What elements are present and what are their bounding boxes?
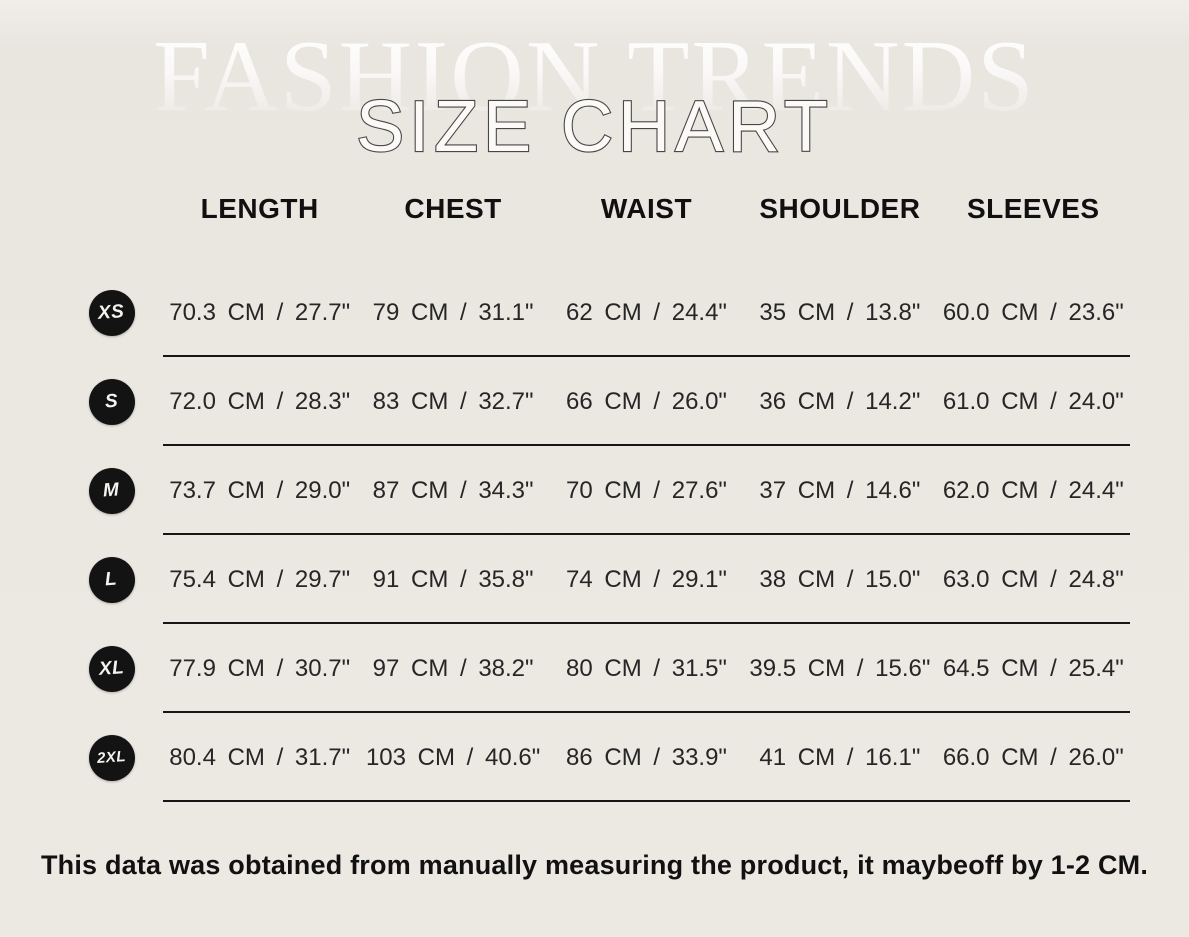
measurement-cell-shoulder: 38 CM / 15.0" [759,565,921,593]
measurement-cell-length: 73.7 CM / 29.0" [169,476,351,504]
size-badge-cell: M [60,467,163,514]
measurement-cell-waist: 74 CM / 29.1" [566,565,727,593]
size-badge-label: M [102,479,121,502]
column-header-sleeves: SLEEVES [966,193,1100,224]
size-badge-cell: 2XL [60,734,163,781]
size-badge-cell: XS [60,289,163,336]
table-row-xs: XS 70.3 CM / 27.7" 79 CM / 31.1" 62 CM /… [60,268,1130,357]
page-title: SIZE CHART [355,86,833,168]
size-badge: XL [88,645,135,692]
measurement-cell-chest: 103 CM / 40.6" [365,743,541,771]
measurement-cell-sleeves: 63.0 CM / 24.8" [942,565,1124,593]
measurement-cell-length: 75.4 CM / 29.7" [169,565,351,593]
measurement-cell-length: 72.0 CM / 28.3" [169,387,351,415]
measurement-cell-waist: 70 CM / 27.6" [566,476,727,504]
size-badge: 2XL [88,734,135,781]
measurement-cell-shoulder: 41 CM / 16.1" [759,743,921,771]
column-header-chest: CHEST [404,193,502,224]
measurement-cell-sleeves: 60.0 CM / 23.6" [942,298,1124,326]
size-badge-label: S [104,390,119,413]
table-row-l: L 75.4 CM / 29.7" 91 CM / 35.8" 74 CM / … [60,535,1130,624]
measurement-cell-shoulder: 35 CM / 13.8" [759,298,921,326]
measurement-cell-shoulder: 36 CM / 14.2" [759,387,921,415]
size-badge-label: XS [97,301,126,324]
measurement-cell-chest: 97 CM / 38.2" [372,654,534,682]
size-badge-cell: L [60,556,163,603]
size-badge-cell: S [60,378,163,425]
measurement-cell-length: 80.4 CM / 31.7" [169,743,351,771]
measurement-cell-waist: 62 CM / 24.4" [566,298,727,326]
measurement-cell-sleeves: 64.5 CM / 25.4" [942,654,1124,682]
size-badge: L [88,556,135,603]
measurement-cell-sleeves: 61.0 CM / 24.0" [942,387,1124,415]
table-row-2xl: 2XL 80.4 CM / 31.7" 103 CM / 40.6" 86 CM… [60,713,1130,802]
measurement-cell-shoulder: 39.5 CM / 15.6" [749,654,931,682]
measurement-cell-chest: 91 CM / 35.8" [372,565,534,593]
size-table: LENGTH CHEST WAIST SHOULDER SLEEVES XS 7… [60,185,1130,802]
column-header-shoulder: SHOULDER [759,193,921,224]
measurement-cell-waist: 80 CM / 31.5" [566,654,727,682]
measurement-cell-sleeves: 62.0 CM / 24.4" [942,476,1124,504]
measurement-disclaimer: This data was obtained from manually mea… [40,850,1149,880]
table-row-s: S 72.0 CM / 28.3" 83 CM / 32.7" 66 CM / … [60,357,1130,446]
measurement-cell-length: 70.3 CM / 27.7" [169,298,351,326]
measurement-cell-chest: 87 CM / 34.3" [372,476,534,504]
size-badge: M [88,467,135,514]
measurement-cell-sleeves: 66.0 CM / 26.0" [942,743,1124,771]
size-badge-label: 2XL [96,748,127,767]
size-badge-label: L [104,568,119,591]
measurement-cell-waist: 86 CM / 33.9" [566,743,727,771]
size-badge-label: XL [98,657,125,680]
measurement-cell-chest: 83 CM / 32.7" [372,387,534,415]
column-header-length: LENGTH [200,193,319,224]
measurement-cell-waist: 66 CM / 26.0" [566,387,727,415]
column-header-waist: WAIST [600,193,693,224]
size-badge: S [88,378,135,425]
table-row-m: M 73.7 CM / 29.0" 87 CM / 34.3" 70 CM / … [60,446,1130,535]
table-header-row: LENGTH CHEST WAIST SHOULDER SLEEVES [60,185,1130,268]
measurement-cell-length: 77.9 CM / 30.7" [169,654,351,682]
size-badge: XS [88,289,135,336]
measurement-cell-shoulder: 37 CM / 14.6" [759,476,921,504]
table-row-xl: XL 77.9 CM / 30.7" 97 CM / 38.2" 80 CM /… [60,624,1130,713]
size-badge-cell: XL [60,645,163,692]
measurement-cell-chest: 79 CM / 31.1" [372,298,534,326]
